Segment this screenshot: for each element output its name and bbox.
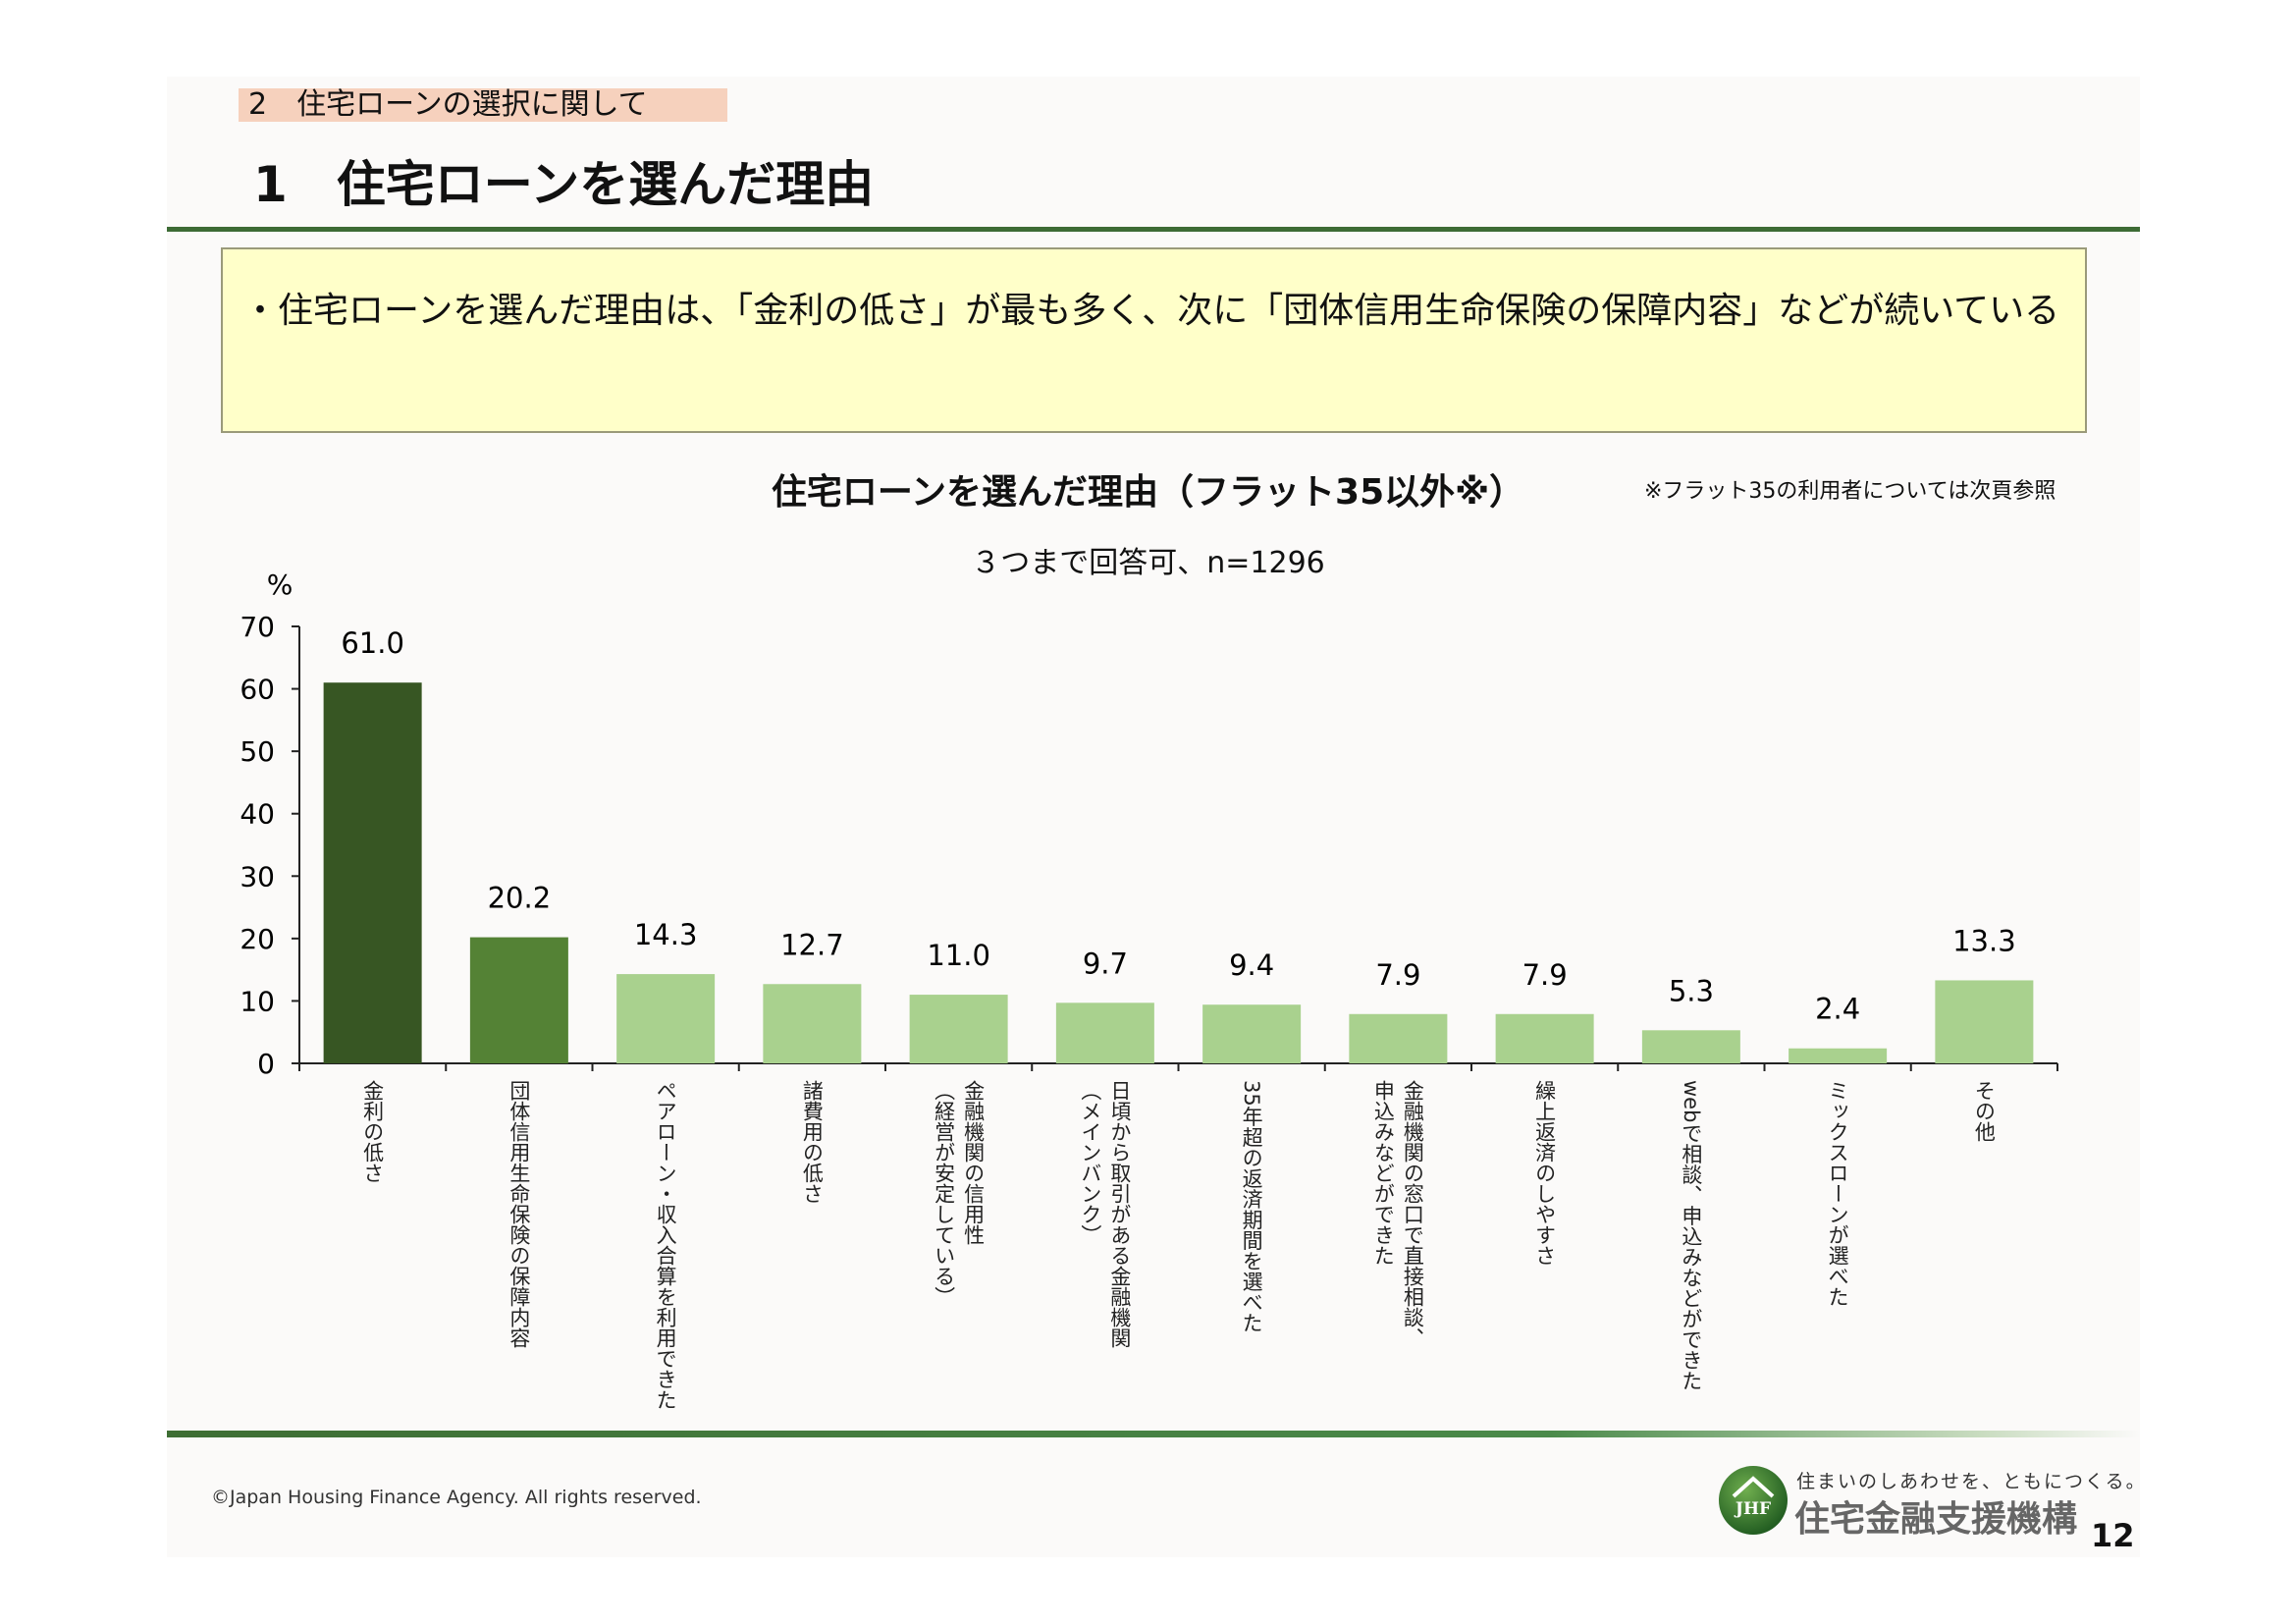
bar <box>1495 1013 1594 1063</box>
y-tick-label: 0 <box>257 1048 275 1080</box>
category-label: その他 <box>1972 1080 1997 1142</box>
category-label: 金利の低さ <box>360 1080 385 1183</box>
bar <box>1789 1048 1888 1063</box>
data-label: 14.3 <box>634 918 698 951</box>
y-tick-label: 50 <box>240 735 275 768</box>
data-label: 5.3 <box>1669 974 1714 1007</box>
data-label: 9.7 <box>1083 947 1128 980</box>
logo-name: 住宅金融支援機構 <box>1794 1499 2078 1540</box>
data-label: 2.4 <box>1815 993 1860 1026</box>
category-label: 日頃から取引がある金融機関 （メインバンク） <box>1078 1080 1132 1348</box>
category-label: ペアローン・収入合算を利用できた <box>654 1080 678 1410</box>
data-label: 61.0 <box>341 626 404 660</box>
y-axis-label: % <box>267 568 294 601</box>
bar <box>909 995 1008 1063</box>
footer-divider <box>167 1431 2140 1437</box>
data-label: 7.9 <box>1375 958 1420 992</box>
data-label: 20.2 <box>488 882 552 915</box>
svg-text:JHF: JHF <box>1734 1499 1771 1519</box>
jhf-logo: JHF 住まいのしあわせを、ともにつくる。 住宅金融支援機構 <box>1716 1463 2145 1540</box>
bar <box>616 974 716 1063</box>
page-number: 12 <box>2091 1517 2135 1554</box>
section-label: 2 住宅ローンの選択に関して <box>239 88 727 122</box>
copyright: ©Japan Housing Finance Agency. All right… <box>211 1487 702 1508</box>
summary-box: ・住宅ローンを選んだ理由は、「金利の低さ」が最も多く、次に「団体信用生命保険の保… <box>221 247 2087 433</box>
data-label: 13.3 <box>1952 924 2016 957</box>
bar <box>323 682 422 1063</box>
data-label: 7.9 <box>1522 958 1568 992</box>
y-tick-label: 40 <box>240 798 275 831</box>
jhf-logo-mark-icon: JHF <box>1719 1466 1788 1535</box>
category-label: ミックスローンが選べた <box>1826 1080 1850 1307</box>
bar <box>1641 1030 1740 1063</box>
category-label: 35年超の返済期間を選べた <box>1240 1080 1264 1333</box>
page-title: 1 住宅ローンを選んだ理由 <box>253 156 875 213</box>
y-tick-label: 30 <box>240 860 275 893</box>
category-label: webで相談、申込みなどができた <box>1679 1080 1703 1391</box>
category-label: 金融機関の窓口で直接相談、 申込みなどができた <box>1371 1080 1425 1348</box>
title-divider <box>167 227 2140 232</box>
category-label: 繰上返済のしやすさ <box>1532 1080 1557 1266</box>
bar <box>469 937 568 1063</box>
data-label: 9.4 <box>1229 948 1274 982</box>
bar <box>1055 1002 1154 1063</box>
y-tick-label: 60 <box>240 674 275 706</box>
category-label: 諸費用の低さ <box>800 1080 825 1204</box>
y-tick-label: 20 <box>240 923 275 955</box>
bar <box>1202 1004 1302 1063</box>
chart-title: 住宅ローンを選んだ理由（フラット35以外※） <box>771 472 1525 513</box>
data-label: 12.7 <box>780 928 844 961</box>
y-tick-label: 70 <box>240 611 275 643</box>
bar <box>1935 980 2034 1063</box>
bar <box>763 984 862 1063</box>
category-label: 金融機関の信用性 （経営が安定している） <box>932 1080 986 1307</box>
bar <box>1349 1013 1448 1063</box>
chart-subtitle: ３つまで回答可、n=1296 <box>971 546 1325 580</box>
category-label: 団体信用生命保険の保障内容 <box>507 1080 531 1348</box>
logo-tagline: 住まいのしあわせを、ともにつくる。 <box>1796 1471 2147 1492</box>
y-tick-label: 10 <box>240 985 275 1017</box>
chart-note: ※フラット35の利用者については次頁参照 <box>1644 479 2056 504</box>
data-label: 11.0 <box>927 939 990 972</box>
